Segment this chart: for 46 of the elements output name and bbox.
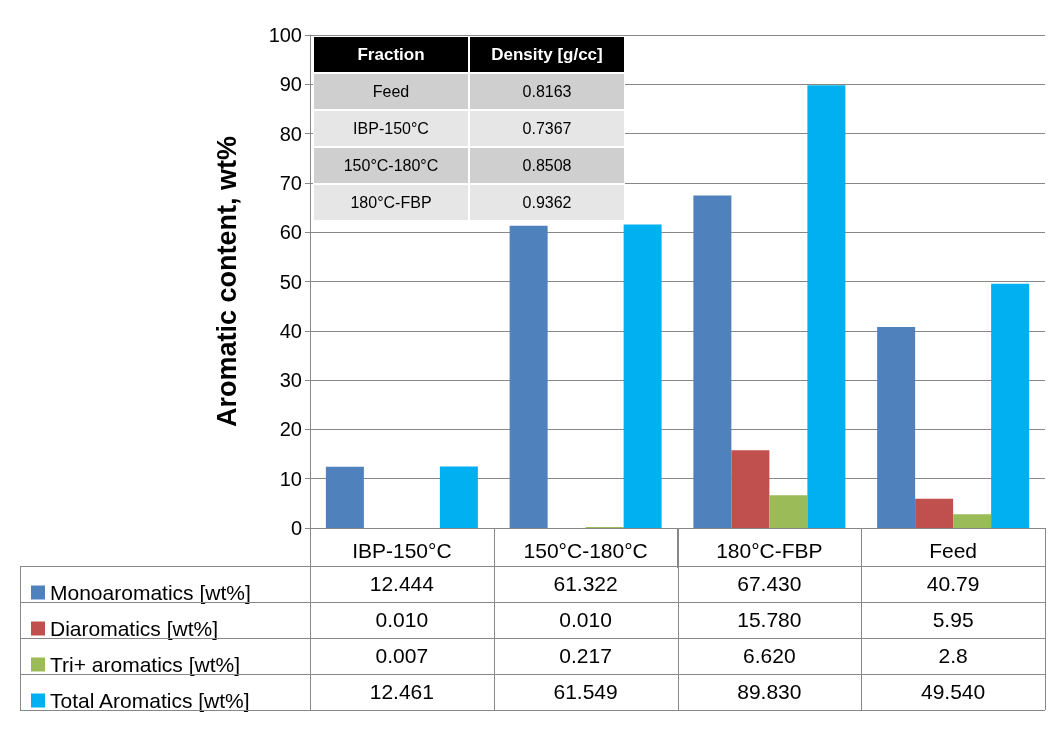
legend-label: Total Aromatics [wt%]	[50, 689, 250, 712]
category-label: 150°C-180°C	[313, 147, 469, 184]
x-tick-label: 150°C-180°C	[523, 539, 648, 562]
y-tick-label: 30	[279, 369, 302, 392]
data-label: 12.461	[368, 679, 435, 705]
data-label: 0.217	[558, 643, 613, 669]
y-tick-label: 90	[279, 73, 302, 96]
legend-label: Diaromatics [wt%]	[50, 617, 219, 640]
y-tick-label: 10	[279, 467, 302, 490]
y-tick-label: 70	[279, 171, 302, 194]
category-label: IBP-150°C	[313, 110, 469, 147]
data-label: 0.9362	[469, 184, 625, 221]
y-tick-label: 100	[268, 24, 302, 46]
data-label: 0.7367	[469, 110, 625, 147]
annotation: Density [g/cc]	[469, 36, 625, 73]
data-label: 61.322	[552, 571, 619, 597]
data-label: 67.430	[736, 571, 803, 597]
x-tick-label: Feed	[929, 539, 978, 562]
annotation: Fraction	[313, 36, 469, 73]
data-label: 0.007	[374, 643, 430, 669]
y-tick-label: 50	[279, 270, 302, 293]
data-label: 0.010	[558, 607, 613, 633]
data-label: 0.8163	[469, 73, 625, 110]
data-label: 0.010	[374, 607, 430, 633]
legend-label: Tri+ aromatics [wt%]	[50, 653, 241, 676]
data-label: 15.780	[736, 607, 803, 633]
data-label: 40.79	[925, 571, 981, 597]
data-label: 6.620	[742, 643, 797, 669]
data-label: 89.830	[736, 679, 803, 705]
x-tick-label: IBP-150°C	[352, 539, 452, 562]
y-tick-label: 40	[279, 319, 302, 342]
data-label: 0.8508	[469, 147, 625, 184]
y-axis-title: Aromatic content, wt%	[211, 135, 242, 428]
data-label: 49.540	[920, 679, 987, 705]
data-label: 5.95	[931, 607, 975, 633]
y-tick-label: 80	[279, 122, 302, 145]
y-tick-label: 0	[290, 517, 302, 539]
category-label: 180°C-FBP	[313, 184, 469, 221]
x-tick-label: 180°C-FBP	[716, 539, 823, 562]
legend-label: Monoaromatics [wt%]	[50, 581, 251, 604]
data-label: 12.444	[368, 571, 435, 597]
category-label: Feed	[313, 73, 469, 110]
data-label: 61.549	[552, 679, 619, 705]
y-tick-label: 20	[279, 418, 302, 441]
data-label: 2.8	[937, 643, 969, 669]
y-tick-label: 60	[279, 221, 302, 244]
